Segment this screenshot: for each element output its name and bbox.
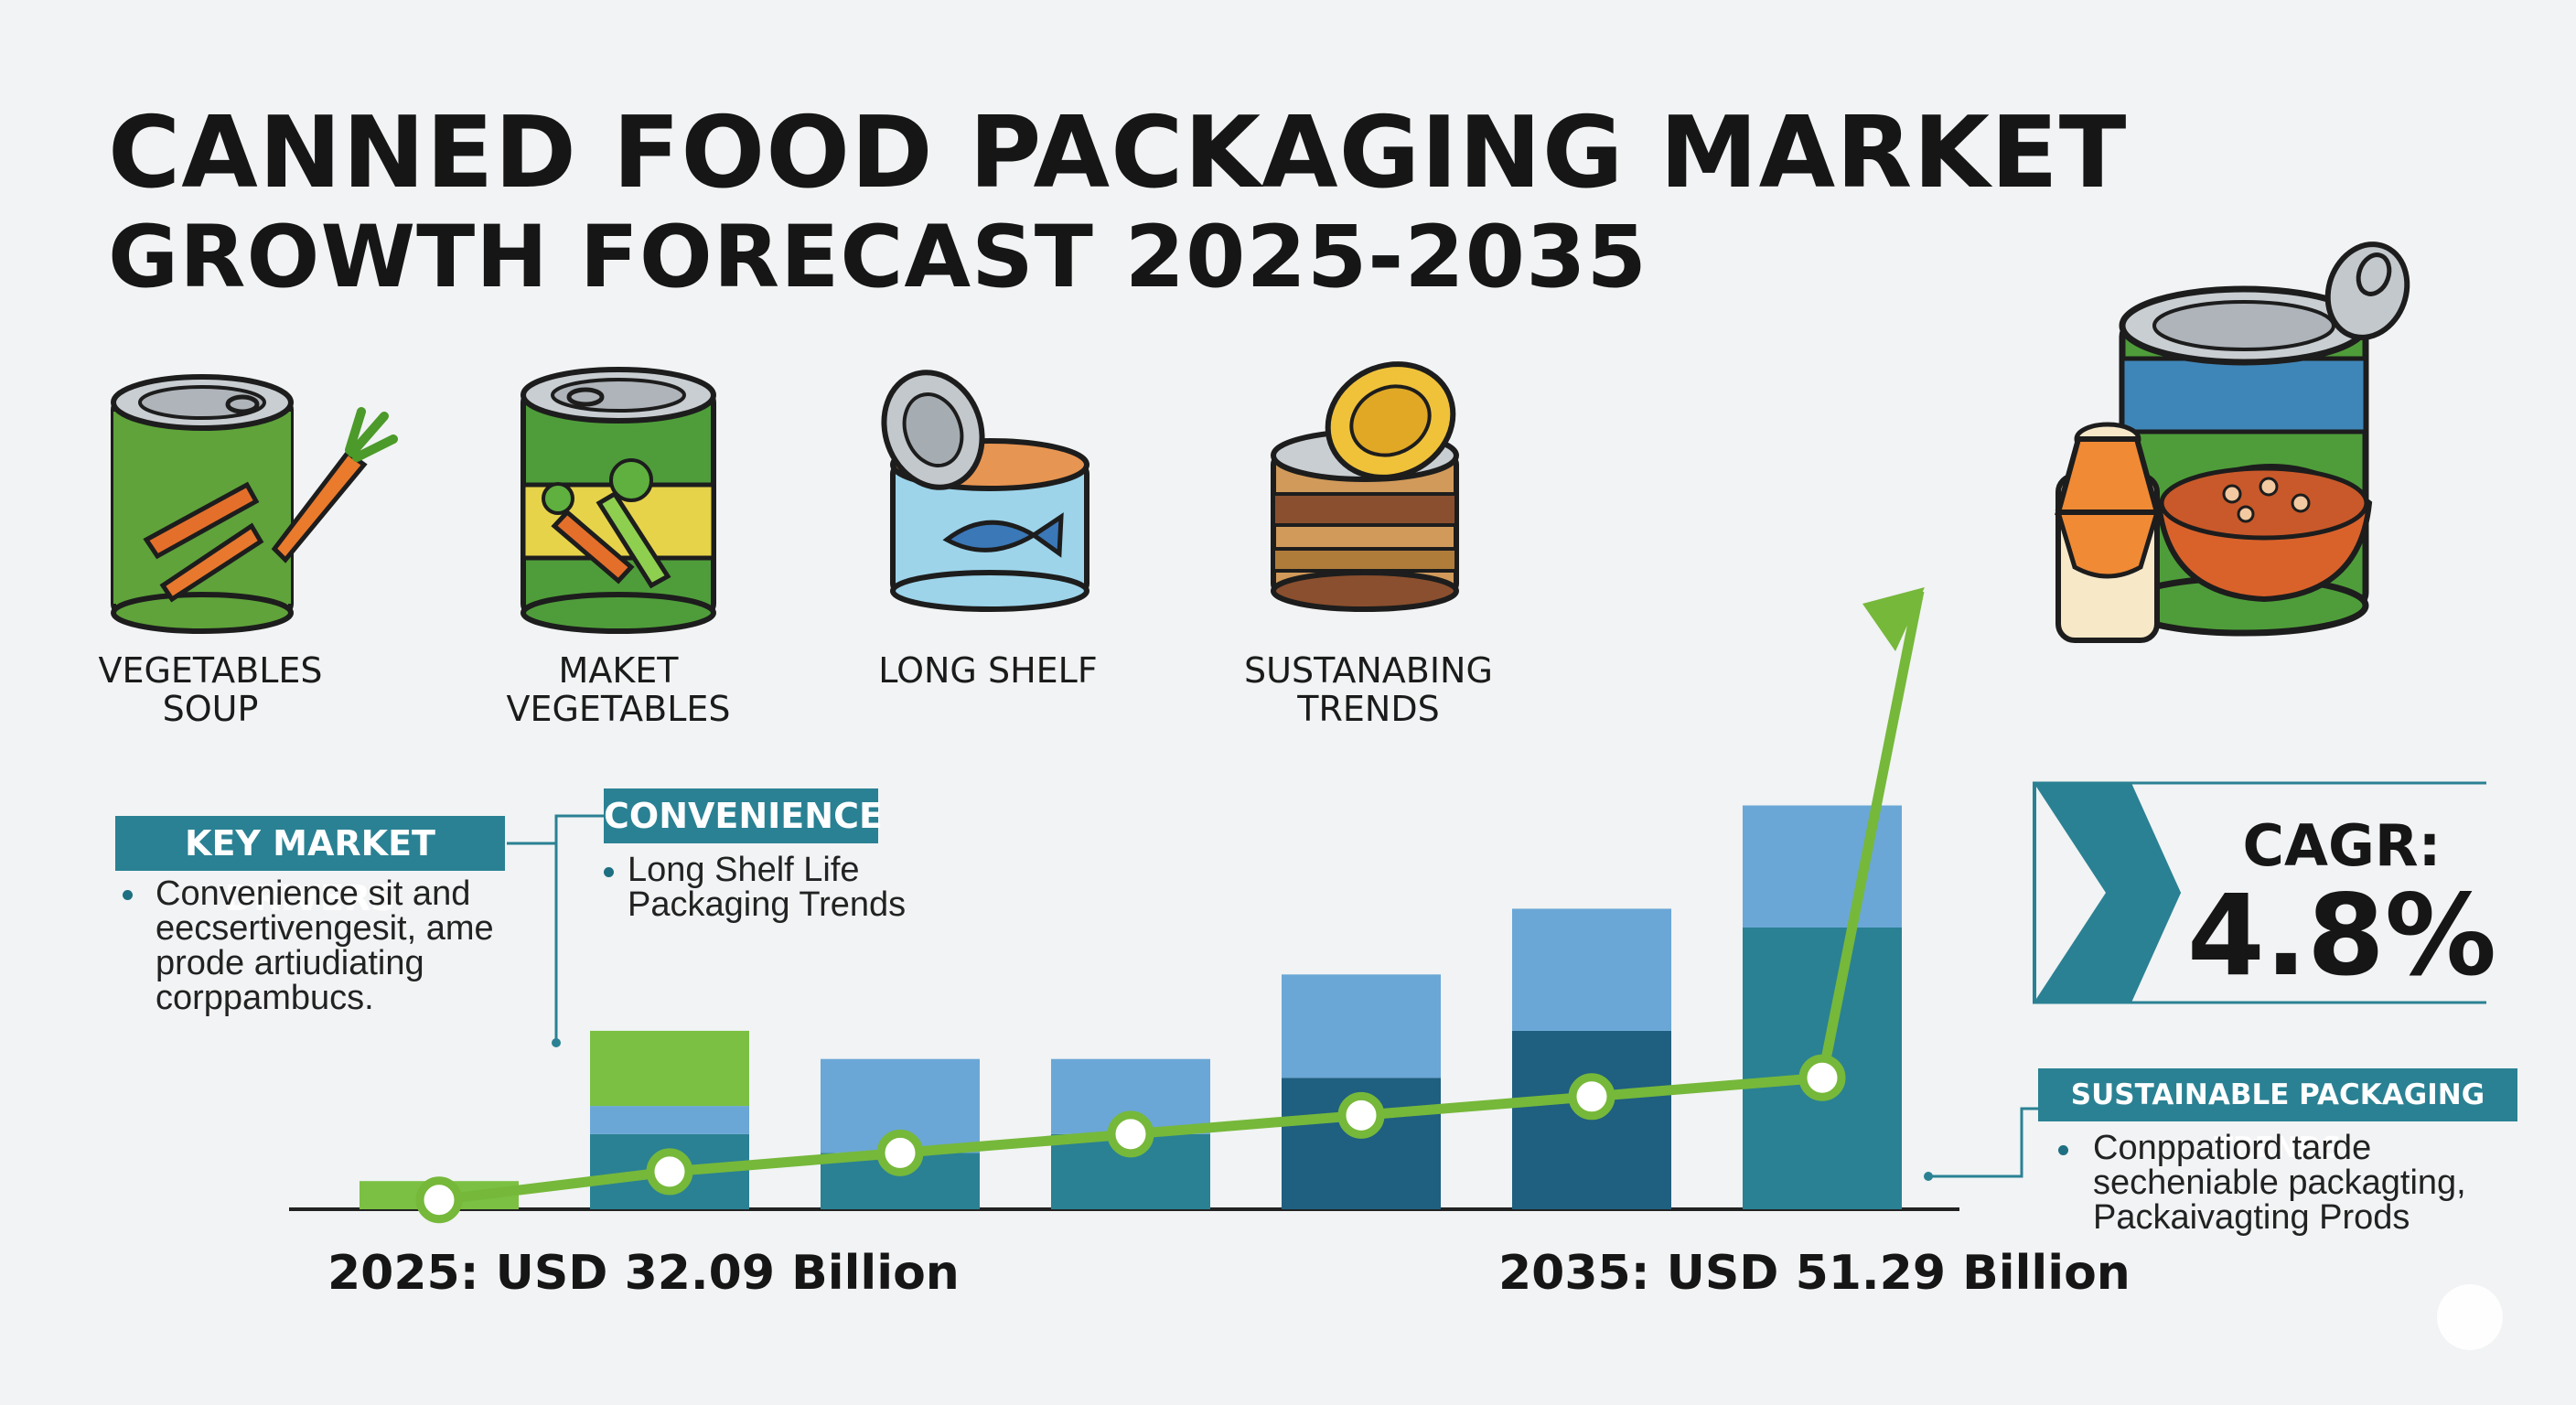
drivers-line-2: eecsertivengesit, ame xyxy=(156,909,494,948)
watermark-badge-icon xyxy=(2437,1284,2503,1350)
convenience-text: Long Shelf Life Packaging Trends xyxy=(628,853,906,922)
drivers-line-1: Convenience sit and xyxy=(156,874,471,913)
drivers-tag: KEY MARKET DRIVERS xyxy=(115,816,505,918)
bar-2033-segment-2 xyxy=(1282,974,1441,1078)
page-title: CANNED FOOD PACKAGING MARKET GROWTH FORE… xyxy=(108,96,2128,307)
sustainable-text: Conppatiord tarde secheniable packagting… xyxy=(2093,1131,2466,1235)
drivers-bullet xyxy=(123,890,133,900)
trend-point-2025 xyxy=(415,1176,463,1224)
convenience-line-2: Packaging Trends xyxy=(628,885,907,924)
category-label-2: MAKET VEGETABLES xyxy=(506,650,731,729)
sustainable-line-3: Packaivagting Prods xyxy=(2093,1198,2410,1237)
sustainable-connector xyxy=(1930,1107,2038,1178)
bar-2027-segment-3 xyxy=(590,1030,749,1107)
cagr-value: 4.8% xyxy=(2186,871,2497,1001)
vegetables-can-icon xyxy=(521,367,716,634)
bar-2027-segment-2 xyxy=(590,1106,749,1134)
category-label-1: VEGETABLES SOUP xyxy=(98,650,323,729)
trend-point-2031 xyxy=(1107,1110,1154,1158)
drivers-text: Convenience sit and eecsertivengesit, am… xyxy=(156,876,494,1015)
trend-line xyxy=(438,589,1925,1206)
trend-arrowhead-icon xyxy=(1862,587,1925,651)
title-line-1: CANNED FOOD PACKAGING MARKET xyxy=(108,96,2128,210)
cagr-label: CAGR: xyxy=(2242,812,2442,879)
sustainable-line-2: secheniable packagting, xyxy=(2093,1164,2466,1202)
sustainable-tag: SUSTAINABLE PACKAGING TRENDS xyxy=(2038,1068,2517,1164)
trend-point-2029 xyxy=(876,1129,924,1176)
end-value-label: 2035: USD 51.29 Billion xyxy=(1498,1246,2131,1301)
market-chart xyxy=(289,587,1959,1224)
cagr-arrow-notch xyxy=(2036,787,2106,999)
drivers-line-4: corppambucs. xyxy=(156,979,374,1017)
hero-can-icon xyxy=(2055,241,2410,643)
trend-point-2027 xyxy=(646,1148,693,1196)
category-label-3: LONG SHELF xyxy=(878,650,1098,691)
fish-tin-icon xyxy=(881,370,1089,612)
trend-point-2034 xyxy=(1568,1073,1615,1121)
vegetable-soup-can-icon xyxy=(111,374,398,634)
drivers-line-3: prode artiudiating xyxy=(156,944,424,982)
convenience-connector xyxy=(554,814,604,843)
trend-point-2035 xyxy=(1798,1054,1846,1101)
convenience-line-1: Long Shelf Life xyxy=(628,851,860,889)
start-value-label: 2025: USD 32.09 Billion xyxy=(327,1246,960,1301)
layered-can-icon xyxy=(1271,361,1459,612)
sustainable-bullet xyxy=(2058,1145,2068,1155)
trend-point-2033 xyxy=(1337,1091,1385,1139)
sustainable-connector-dot xyxy=(1924,1172,1933,1181)
sustainable-line-1: Conppatiord tarde xyxy=(2093,1129,2372,1167)
convenience-tag: CONVENIENCE xyxy=(604,788,883,843)
bar-2034-segment-1 xyxy=(1512,1030,1671,1209)
category-label-4: SUSTANABING TRENDS xyxy=(1244,650,1493,729)
cagr-arrow-head xyxy=(2066,787,2181,999)
drivers-connector-dot xyxy=(552,1038,561,1047)
title-line-2: GROWTH FORECAST 2025-2035 xyxy=(108,207,1648,307)
bar-2034-segment-2 xyxy=(1512,908,1671,1031)
convenience-bullet xyxy=(604,867,614,877)
drivers-connector xyxy=(507,842,558,1041)
